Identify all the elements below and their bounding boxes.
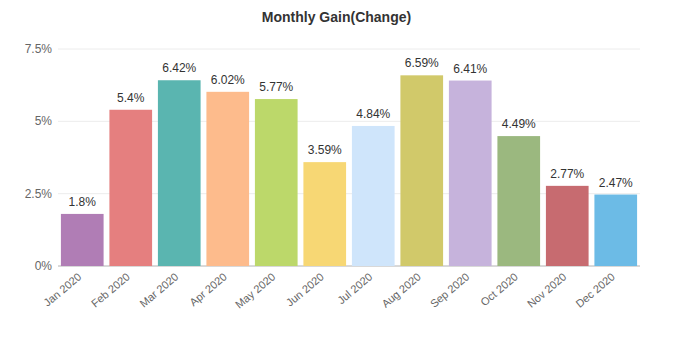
y-tick-label: 5% <box>35 114 53 128</box>
bar <box>303 162 346 266</box>
data-label: 3.59% <box>308 143 342 157</box>
bar <box>449 81 492 266</box>
data-label: 1.8% <box>69 195 97 209</box>
bar <box>255 99 298 266</box>
bar <box>497 136 540 266</box>
bar <box>206 92 249 266</box>
x-tick-label: Sep 2020 <box>428 270 472 309</box>
bar <box>546 186 589 266</box>
data-label: 4.49% <box>502 117 536 131</box>
bar <box>109 110 152 266</box>
x-tick-label: Jan 2020 <box>41 270 83 308</box>
data-label: 6.59% <box>405 56 439 70</box>
y-tick-label: 7.5% <box>25 42 53 56</box>
grid-line <box>58 49 640 50</box>
x-tick-label: Apr 2020 <box>187 270 229 308</box>
x-tick-label: Mar 2020 <box>137 270 180 309</box>
chart-title: Monthly Gain(Change) <box>262 9 411 25</box>
x-tick-label: Aug 2020 <box>379 270 423 309</box>
bar <box>61 214 104 266</box>
data-label: 2.77% <box>550 167 584 181</box>
x-tick-label: Dec 2020 <box>573 270 617 309</box>
bar <box>158 80 201 266</box>
data-label: 4.84% <box>356 107 390 121</box>
x-tick-label: Jul 2020 <box>335 270 375 306</box>
data-label: 2.47% <box>599 176 633 190</box>
chart-svg: Monthly Gain(Change) 0% 2.5% 5% 7.5% 1.8% 5.4%… <box>0 0 673 339</box>
x-tick-label: Jun 2020 <box>284 270 326 308</box>
bar <box>352 126 395 266</box>
data-label: 5.4% <box>117 91 145 105</box>
x-tick-label: Nov 2020 <box>525 270 569 309</box>
x-tick-label: Oct 2020 <box>478 270 520 308</box>
data-labels: 1.8% 5.4% 6.42% 6.02% 5.77% 3.59% 4.84% 6.59% 6.… <box>69 56 634 209</box>
data-label: 5.77% <box>259 80 293 94</box>
data-label: 6.02% <box>211 73 245 87</box>
data-label: 6.41% <box>453 62 487 76</box>
bars <box>61 75 637 266</box>
bar <box>400 75 443 266</box>
chart-container: Monthly Gain(Change) 0% 2.5% 5% 7.5% 1.8% 5.4%… <box>0 0 673 339</box>
y-tick-label: 0% <box>35 259 53 273</box>
x-tick-label: May 2020 <box>233 270 278 310</box>
y-tick-label: 2.5% <box>25 187 53 201</box>
grid <box>58 49 640 266</box>
data-label: 6.42% <box>162 61 196 75</box>
bar <box>594 195 637 266</box>
x-tick-label: Feb 2020 <box>89 270 132 309</box>
